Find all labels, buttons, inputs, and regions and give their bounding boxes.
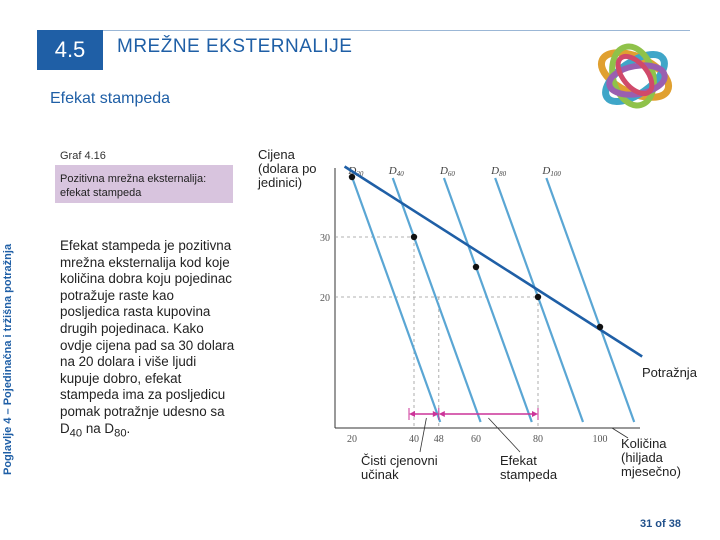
equilibrium-point (596, 323, 604, 331)
bandwagon-arrow-head-left (438, 411, 445, 417)
series-label: D100 (541, 165, 561, 178)
pure-effect-arrow-head-right (432, 411, 439, 417)
figure-caption: Pozitivna mrežna eksternalija: efekat st… (60, 173, 207, 199)
x-axis-label: Količina (hiljada mjesečno) (621, 436, 681, 479)
body-sub-2: 80 (114, 427, 127, 440)
bandwagon-arrow-head-right (532, 411, 538, 417)
page-title: MREŽNE EKSTERNALIJE (117, 36, 353, 57)
pure-effect-arrow-head-left (409, 411, 415, 417)
equilibrium-point (348, 173, 356, 181)
series-label: D40 (388, 165, 404, 178)
pure-price-effect-label: Čisti cjenovni učinak (361, 453, 438, 482)
header-divider (103, 30, 690, 31)
x-tick-label: 20 (347, 434, 357, 445)
leader-line (419, 417, 427, 453)
equilibrium-point (410, 233, 418, 241)
x-tick-label: 48 (434, 434, 444, 445)
demand-label: Potražnja (642, 365, 697, 380)
body-text-mid: na D (82, 420, 115, 436)
x-tick-label: 40 (409, 434, 419, 445)
body-sub-1: 40 (69, 427, 83, 440)
x-tick-label: 100 (593, 434, 608, 445)
leader-line (488, 417, 521, 453)
y-tick-label: 20 (320, 293, 330, 304)
rings-logo-icon (597, 43, 673, 109)
demand-curve-20 (351, 177, 442, 423)
market-demand-curve (343, 165, 643, 358)
page-subtitle: Efekat stampeda (50, 90, 171, 107)
bandwagon-effect-label: Efekat stampeda (500, 453, 558, 482)
figure-label: Graf 4.16 (60, 150, 106, 162)
x-tick-label: 80 (533, 434, 543, 445)
x-tick-label: 60 (471, 434, 481, 445)
body-text-main: Efekat stampeda je pozitivna mrežna ekst… (60, 238, 235, 436)
y-axis-label: Cijena (dolara po jedinici) (258, 147, 317, 190)
y-tick-label: 30 (320, 233, 330, 244)
equilibrium-point (534, 293, 542, 301)
body-text: Efekat stampeda je pozitivna mrežna ekst… (60, 238, 235, 442)
page-number: 31 of 38 (640, 518, 681, 530)
section-number: 4.5 (37, 30, 103, 70)
series-label: D60 (439, 165, 455, 178)
body-text-end: . (126, 420, 131, 436)
leader-line (611, 427, 629, 439)
series-label: D80 (490, 165, 506, 178)
equilibrium-point (472, 263, 480, 271)
demand-curve-100 (545, 177, 636, 423)
demand-curve-60 (442, 177, 533, 423)
demand-curve-40 (391, 177, 482, 423)
figure-caption-box (55, 165, 233, 203)
